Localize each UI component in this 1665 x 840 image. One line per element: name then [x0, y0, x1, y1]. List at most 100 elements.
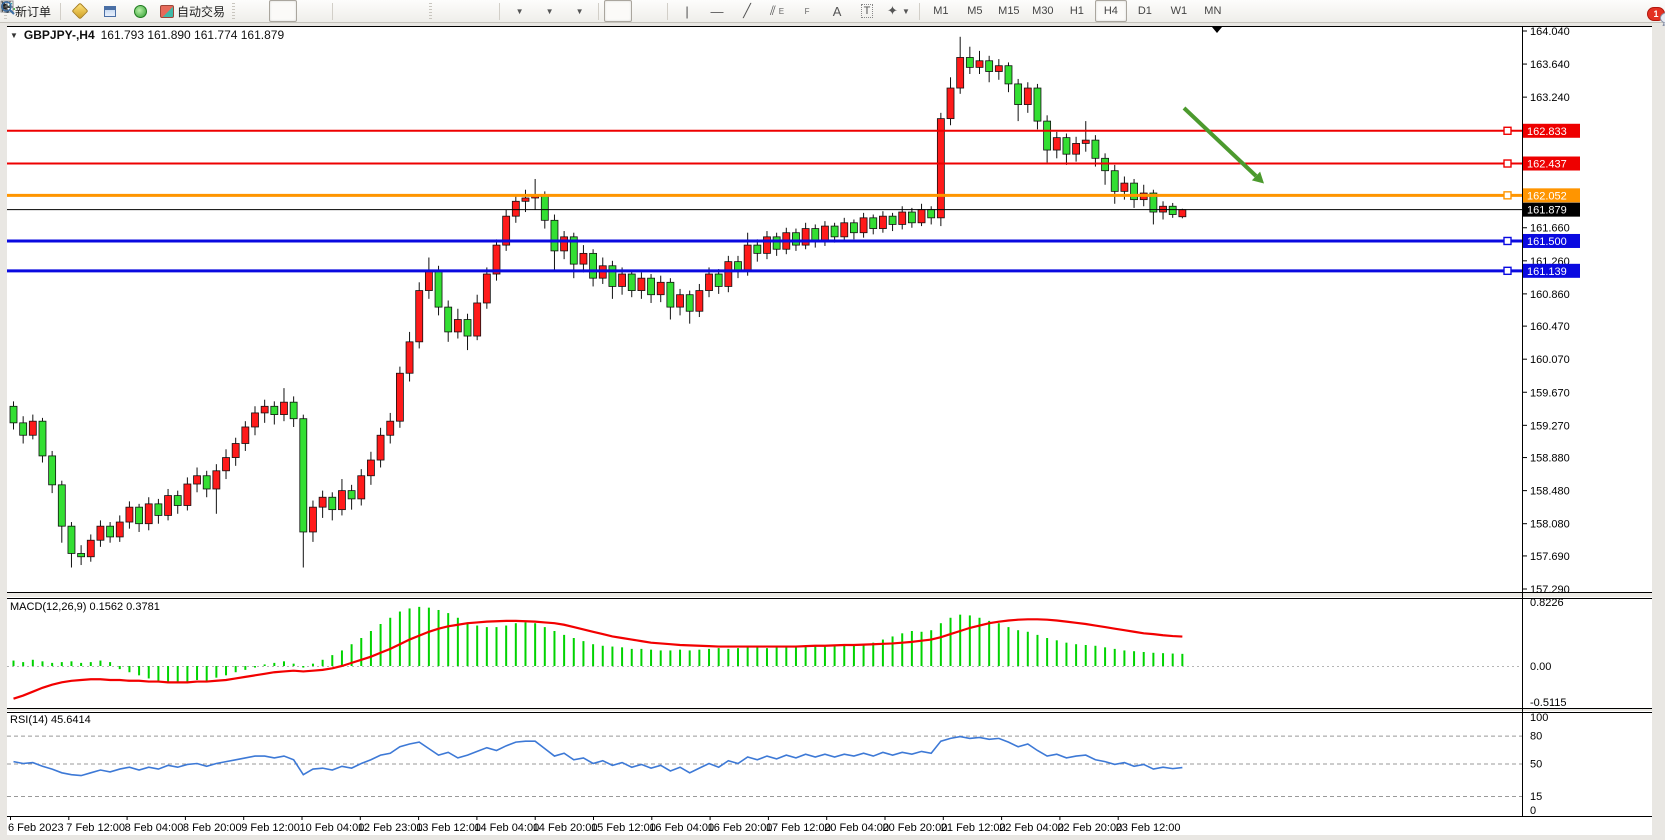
channel-tool-button[interactable]: ⫽ E [763, 0, 791, 22]
candle-body [772, 236, 781, 250]
candle-body [724, 261, 733, 287]
level-line-handle[interactable] [1503, 236, 1512, 246]
candle-body [685, 294, 694, 312]
chart-symbol-period: GBPJPY-,H4 [23, 28, 95, 42]
search-button[interactable] [1, 0, 1650, 22]
chart-shift-button[interactable] [1, 0, 494, 22]
trendline-tool-button[interactable]: ╱ [743, 3, 751, 18]
autotrading-button[interactable]: 自动交易 [156, 0, 229, 22]
timeframe-m1-button[interactable]: M1 [933, 5, 949, 17]
metaeditor-button[interactable] [66, 0, 94, 22]
candle-body [260, 405, 269, 414]
candle-body [502, 215, 511, 246]
time-tick-label: 20 Feb 04:00 [824, 822, 889, 834]
auto-scroll-button[interactable] [1, 0, 464, 22]
time-tick-label: 12 Feb 23:00 [358, 822, 423, 834]
zoom-out-button[interactable] [1, 0, 396, 22]
candle-body [801, 228, 810, 246]
indicators-dropdown-button[interactable]: ▼ [0, 0, 593, 22]
new-chart-button[interactable]: ▼ [0, 0, 533, 22]
rsi-axis-label: 50 [1530, 759, 1542, 771]
arrows-tool-button[interactable]: ✦ ▼ [883, 0, 914, 22]
tile-windows-button[interactable] [1, 0, 426, 22]
candle-body [19, 422, 28, 436]
price-tick-label: 158.880 [1530, 453, 1570, 465]
time-tick-label: 22 Feb 04:00 [999, 822, 1064, 834]
signals-button[interactable] [126, 0, 154, 22]
macd-axis-label: 0.8226 [1530, 597, 1564, 609]
timeframe-w1-button[interactable]: W1 [1170, 5, 1188, 17]
chart-title[interactable]: ▼ GBPJPY-,H4 161.793 161.890 161.774 161… [10, 28, 284, 42]
candle-body [1168, 205, 1177, 215]
price-tick-label: 158.480 [1530, 486, 1570, 498]
zoom-in-button[interactable] [1, 0, 366, 22]
chat-bubble-icon [1660, 12, 1665, 26]
data-window-button[interactable] [96, 0, 124, 22]
timeframe-m5-button[interactable]: M5 [967, 5, 983, 17]
time-tick-label: 14 Feb 20:00 [533, 822, 598, 834]
level-line-handle[interactable] [1503, 191, 1512, 200]
fibonacci-tool-button[interactable]: F [1, 0, 821, 22]
level-line-handle[interactable] [1503, 266, 1512, 276]
candle-body [579, 252, 588, 265]
timeframe-mn-button[interactable]: MN [1204, 5, 1222, 17]
signal-icon [133, 4, 147, 18]
crosshair-tool-button[interactable] [1, 0, 662, 22]
chart-shift-marker[interactable] [1212, 27, 1222, 33]
candle-body [57, 484, 66, 527]
candle-body [367, 459, 375, 477]
pane-divider[interactable] [7, 593, 1652, 597]
price-tick-label: 163.640 [1530, 59, 1570, 71]
vertical-line-tool-button[interactable]: | [685, 3, 689, 19]
candle-body [705, 273, 713, 291]
price-tick-label: 157.290 [1530, 584, 1570, 596]
collapse-icon[interactable]: ▼ [10, 30, 18, 40]
level-line-handle[interactable] [1503, 126, 1512, 135]
bar-chart-button[interactable] [2, 0, 267, 22]
candlestick-button[interactable] [1, 0, 298, 22]
candle-body [86, 539, 95, 558]
cursor-tool-button[interactable] [2, 0, 633, 22]
line-chart-button[interactable] [0, 0, 327, 22]
label-tool-button[interactable]: T [853, 0, 881, 22]
candle-body [666, 281, 675, 308]
candle-body [251, 412, 259, 428]
horizontal-line-tool-button[interactable]: — [710, 3, 724, 19]
rsi-axis-label: 100 [1530, 712, 1548, 724]
timeframe-d1-button[interactable]: D1 [1137, 5, 1152, 17]
time-tick-label: 10 Feb 04:00 [300, 822, 365, 834]
timeframe-h4-button[interactable]: H4 [1094, 0, 1127, 22]
candle-body [753, 244, 762, 254]
rsi-axis-label: 15 [1530, 791, 1542, 803]
candle-body [38, 420, 47, 457]
timeframe-m30-button[interactable]: M30 [1032, 5, 1054, 17]
level-line-handle[interactable] [1503, 159, 1512, 168]
candle-body [946, 87, 955, 120]
price-tag [1523, 263, 1580, 278]
text-tool-button[interactable]: A [832, 3, 842, 19]
label-tool-icon: T [860, 4, 874, 18]
candle-body [405, 341, 414, 374]
new-order-button[interactable]: 新订单 [0, 0, 55, 22]
pane-divider[interactable] [7, 709, 1652, 711]
candle-body [376, 434, 385, 461]
time-tick-label: 23 Feb 12:00 [1116, 822, 1181, 834]
time-tick-label: 15 Feb 12:00 [591, 822, 656, 834]
timeframe-m15-button[interactable]: M15 [998, 5, 1020, 17]
candle-body [898, 211, 907, 225]
candle-body [164, 495, 172, 516]
price-tick-label: 163.240 [1530, 92, 1570, 104]
chevron-down-icon: ▼ [901, 6, 910, 16]
time-tick-label: 8 Feb 20:00 [183, 822, 242, 834]
macd-signal-line [13, 618, 1183, 700]
candle-body [511, 200, 520, 217]
candle-body [965, 57, 974, 68]
trend-arrow[interactable] [1182, 106, 1258, 178]
candle-body [927, 209, 936, 219]
periods-dropdown-button[interactable]: ▼ [1, 0, 563, 22]
time-tick-label: 9 Feb 12:00 [241, 822, 300, 834]
price-tag [1523, 156, 1580, 171]
timeframe-h1-button[interactable]: H1 [1069, 5, 1084, 17]
